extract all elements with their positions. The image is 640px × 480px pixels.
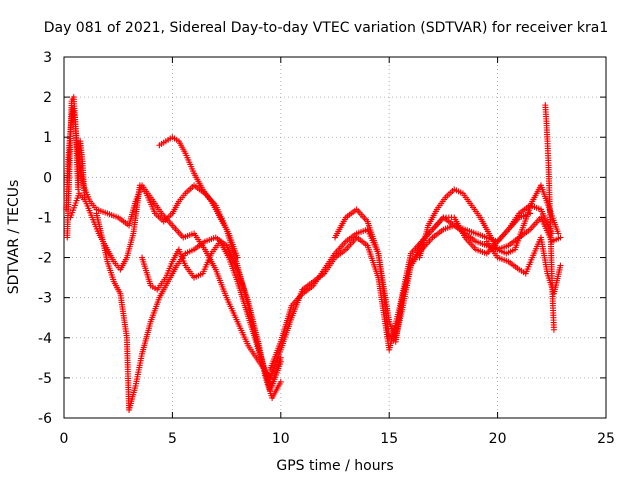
series-early-scatter <box>64 94 88 241</box>
y-tick-label: -3 <box>38 291 52 307</box>
y-tick-label: 0 <box>43 170 52 186</box>
data-point <box>557 262 564 269</box>
y-tick-label: 3 <box>43 50 52 66</box>
y-tick-label: -2 <box>38 251 52 267</box>
y-tick-label: -1 <box>38 210 52 226</box>
series-track-d <box>139 238 284 389</box>
y-tick-label: 1 <box>43 130 52 146</box>
x-tick-label: 10 <box>272 431 290 447</box>
chart-title: Day 081 of 2021, Sidereal Day-to-day VTE… <box>44 20 609 36</box>
data-point <box>555 230 562 237</box>
series-spike-2240 <box>542 102 557 333</box>
data-markers <box>63 94 564 413</box>
data-point <box>277 358 284 365</box>
data-point <box>234 254 241 261</box>
series-track-c <box>93 210 284 413</box>
data-point <box>277 378 284 385</box>
y-tick-label: 2 <box>43 90 52 106</box>
series-track-b <box>67 182 284 393</box>
y-tick-label: -6 <box>38 411 52 427</box>
series-track-f <box>266 210 534 373</box>
series-track-i <box>483 234 564 297</box>
data-point <box>557 234 564 241</box>
series-track-e <box>156 134 241 261</box>
y-tick-label: -5 <box>38 371 52 387</box>
axis-ticks: 0 5 10 15 20 25 -6 -5 -4 -3 -2 -1 0 1 2 3 <box>38 50 615 447</box>
data-point <box>81 194 88 201</box>
x-tick-label: 25 <box>597 431 615 447</box>
x-tick-label: 5 <box>168 431 177 447</box>
plot-frame <box>63 56 607 419</box>
data-point <box>550 326 557 333</box>
y-axis-label: SDTVAR / TECUs <box>6 180 22 295</box>
y-tick-label: -4 <box>38 331 52 347</box>
x-tick-label: 0 <box>60 431 69 447</box>
x-tick-label: 15 <box>380 431 398 447</box>
x-tick-label: 20 <box>489 431 507 447</box>
x-axis-label: GPS time / hours <box>276 458 393 474</box>
